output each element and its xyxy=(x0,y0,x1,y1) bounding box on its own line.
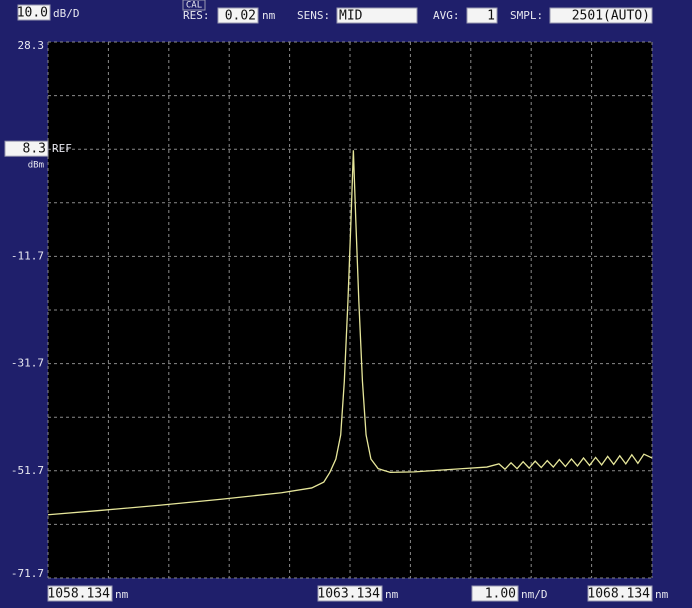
res-label: RES: xyxy=(183,9,210,22)
res-unit: nm xyxy=(262,9,276,22)
smpl-label: SMPL: xyxy=(510,9,543,22)
y-tick-label: -11.7 xyxy=(11,249,44,262)
avg-box xyxy=(466,7,498,24)
ref-label: REF xyxy=(52,142,72,155)
scale-box xyxy=(17,4,51,21)
x-per-div-box xyxy=(471,585,519,602)
res-box xyxy=(217,7,259,24)
x-unit: nm xyxy=(655,588,669,601)
y-per-div: 10.0 xyxy=(17,6,48,21)
y-per-div-unit: dB/D xyxy=(53,7,80,20)
smpl: 2501(AUTO) xyxy=(572,9,650,24)
y-tick-label: -71.7 xyxy=(11,567,44,580)
x-unit: nm xyxy=(385,588,399,601)
x-unit: nm xyxy=(115,588,129,601)
x-tick-label: 1058.134 xyxy=(47,587,110,602)
y-tick-label: -51.7 xyxy=(11,464,44,477)
cal-box xyxy=(182,0,206,11)
sens: MID xyxy=(339,9,363,24)
x-tick-box xyxy=(317,585,383,602)
ref-level: 8.3 xyxy=(23,142,46,157)
ref-unit: dBm xyxy=(28,161,44,171)
x-per-div-unit: nm/D xyxy=(521,588,548,601)
x-tick-label: 1068.134 xyxy=(587,587,650,602)
x-tick-box xyxy=(47,585,113,602)
x-tick-label: 1063.134 xyxy=(317,587,380,602)
avg: 1 xyxy=(487,9,495,24)
res: 0.02 xyxy=(225,9,256,24)
y-tick-label: 28.3 xyxy=(18,39,45,52)
x-per-div: 1.00 xyxy=(485,587,516,602)
smpl-box xyxy=(549,7,653,24)
sens-box xyxy=(336,7,418,24)
ref-box xyxy=(4,140,49,157)
avg-label: AVG: xyxy=(433,9,460,22)
y-tick-label: -31.7 xyxy=(11,357,44,370)
trace xyxy=(47,150,653,516)
sens-label: SENS: xyxy=(297,9,330,22)
x-tick-box xyxy=(587,585,653,602)
cal: CAL xyxy=(186,1,202,11)
